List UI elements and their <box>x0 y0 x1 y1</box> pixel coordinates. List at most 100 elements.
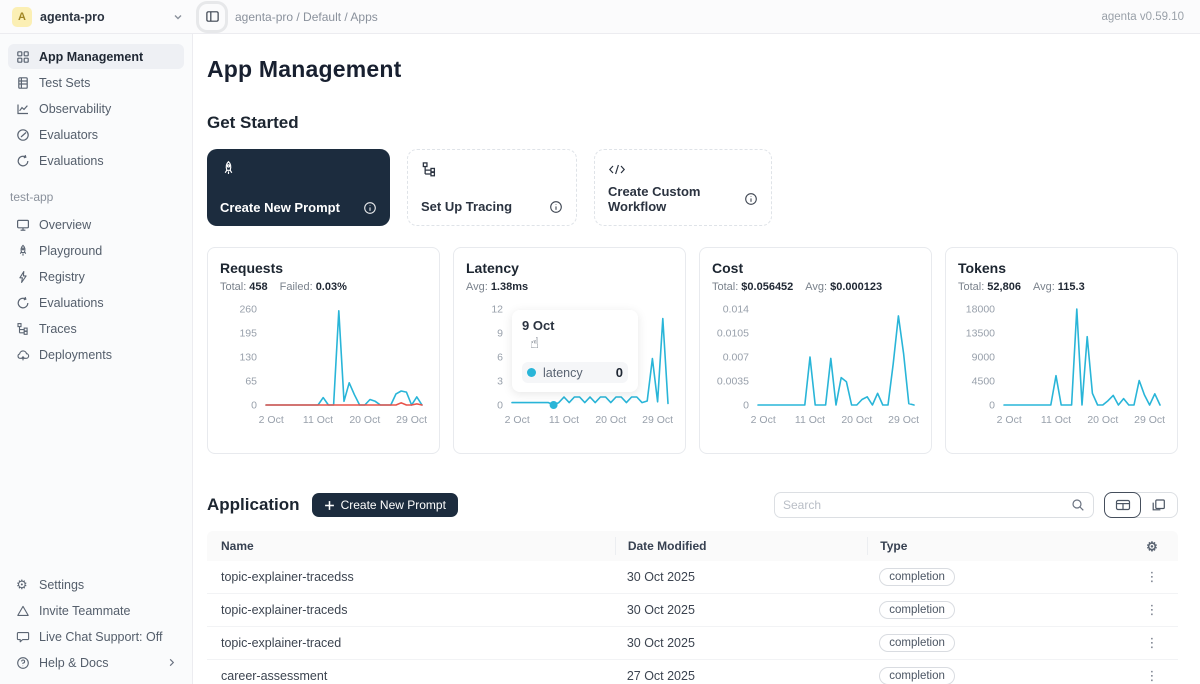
get-started-cards: Create New Prompt Set Up Tracing Create … <box>207 149 1178 226</box>
create-custom-workflow-card[interactable]: Create Custom Workflow <box>594 149 772 226</box>
svg-text:2 Oct: 2 Oct <box>751 414 776 426</box>
svg-text:11 Oct: 11 Oct <box>795 414 825 426</box>
row-menu-icon[interactable]: ⋮ <box>1145 668 1159 684</box>
sidebar-item-evaluations[interactable]: Evaluations <box>8 148 184 173</box>
sidebar-item-test-sets[interactable]: Test Sets <box>8 70 184 95</box>
info-icon[interactable] <box>549 200 563 214</box>
table-settings-gear-icon[interactable]: ⚙ <box>1146 538 1158 554</box>
svg-text:11 Oct: 11 Oct <box>303 414 333 426</box>
sidebar-item-registry[interactable]: Registry <box>8 264 184 289</box>
sidebar-item-label: Evaluators <box>39 127 99 142</box>
stat-total: Total: $0.056452 <box>712 281 794 293</box>
rocket-icon <box>16 244 30 258</box>
tokens-line-chart[interactable]: 0 4500 9000 13500 18000 2 Oct 11 Oct 20 Oct 29 O… <box>958 299 1167 437</box>
svg-text:20 Oct: 20 Oct <box>349 414 380 426</box>
sidebar-item-label: Live Chat Support: Off <box>39 629 163 644</box>
row-menu-icon[interactable]: ⋮ <box>1145 569 1159 585</box>
row-menu-icon[interactable]: ⋮ <box>1145 602 1159 618</box>
svg-text:13500: 13500 <box>966 328 995 340</box>
stat-total: Total: 458 <box>220 281 268 293</box>
hand-cursor-icon: ☝ <box>530 334 540 352</box>
row-menu-icon[interactable]: ⋮ <box>1145 635 1159 651</box>
search-input[interactable] <box>783 498 1071 512</box>
sidebar-item-observability[interactable]: Observability <box>8 96 184 121</box>
cost-line-chart[interactable]: 0 0.0035 0.007 0.0105 0.014 2 Oct 11 Oct 20 Oct… <box>712 299 921 437</box>
sidebar-item-label: Overview <box>39 217 92 232</box>
set-up-tracing-card[interactable]: Set Up Tracing <box>407 149 577 226</box>
table-icon <box>16 76 30 90</box>
svg-text:65: 65 <box>245 376 257 388</box>
sidebar-item-overview[interactable]: Overview <box>8 212 184 237</box>
grid-icon <box>16 50 30 64</box>
sidebar-item-label: Help & Docs <box>39 655 109 670</box>
stat-failed: Failed: 0.03% <box>279 281 347 293</box>
table-row[interactable]: topic-explainer-traced 30 Oct 2025 compl… <box>207 627 1178 660</box>
main-content: App Management Get Started Create New Pr… <box>193 34 1200 684</box>
latency-chart-card: Latency Avg: 1.38ms 0 3 6 9 12 2 Oct 11 Oct 20 O… <box>453 247 686 454</box>
type-badge: completion <box>879 601 955 619</box>
gauge-icon <box>16 128 30 142</box>
column-header-date-modified[interactable]: Date Modified <box>614 537 867 555</box>
metric-charts: Requests Total: 458 Failed: 0.03% 0 65 130 19… <box>207 247 1178 454</box>
chevron-right-icon <box>167 658 176 667</box>
line-chart-icon <box>16 102 30 116</box>
sidebar-item-evaluations-app[interactable]: Evaluations <box>8 290 184 315</box>
table-row[interactable]: career-assessment 27 Oct 2025 completion… <box>207 660 1178 684</box>
table-row[interactable]: topic-explainer-tracedss 30 Oct 2025 com… <box>207 561 1178 594</box>
type-badge: completion <box>879 634 955 652</box>
sidebar-item-app-management[interactable]: App Management <box>8 44 184 69</box>
card-label: Create New Prompt <box>220 200 340 215</box>
sidebar-toggle-button[interactable] <box>199 3 225 30</box>
chart-title: Requests <box>220 260 284 276</box>
svg-text:18000: 18000 <box>966 304 995 316</box>
latency-line-chart[interactable]: 0 3 6 9 12 2 Oct 11 Oct 20 Oct 29 Oct <box>466 299 675 437</box>
column-header-type[interactable]: Type <box>867 537 1126 555</box>
page-title: App Management <box>207 56 402 82</box>
column-header-name[interactable]: Name <box>221 539 254 553</box>
create-new-prompt-button[interactable]: Create New Prompt <box>311 493 458 517</box>
workspace-name: agenta-pro <box>40 9 105 24</box>
sidebar-item-label: Observability <box>39 101 112 116</box>
workspace-avatar: A <box>12 6 32 27</box>
sidebar-item-deployments[interactable]: Deployments <box>8 342 184 367</box>
workspace-selector[interactable]: A agenta-pro <box>0 6 193 27</box>
search-box <box>774 492 1094 518</box>
svg-text:29 Oct: 29 Oct <box>396 414 427 426</box>
info-icon[interactable] <box>744 192 758 206</box>
sidebar-item-traces[interactable]: Traces <box>8 316 184 341</box>
tokens-chart-card: Tokens Total: 52,806 Avg: 115.3 0 4500 9000 1… <box>945 247 1178 454</box>
sidebar-item-playground[interactable]: Playground <box>8 238 184 263</box>
bolt-icon <box>16 270 30 284</box>
svg-text:2 Oct: 2 Oct <box>505 414 530 426</box>
tooltip-value: 0 <box>615 365 623 380</box>
sidebar-item-help-docs[interactable]: Help & Docs <box>8 650 184 675</box>
info-icon[interactable] <box>363 201 377 215</box>
svg-text:11 Oct: 11 Oct <box>549 414 579 426</box>
search-icon[interactable] <box>1071 498 1085 512</box>
create-new-prompt-card[interactable]: Create New Prompt <box>207 149 390 226</box>
stat-avg: Avg: 115.3 <box>1032 281 1085 293</box>
requests-line-chart[interactable]: 0 65 130 195 260 2 Oct 11 Oct 20 Oct 29 Oct <box>220 299 429 437</box>
sidebar-item-live-chat[interactable]: Live Chat Support: Off <box>8 624 184 649</box>
svg-text:9: 9 <box>497 328 503 340</box>
app-name: topic-explainer-traced <box>221 636 342 650</box>
svg-text:260: 260 <box>239 304 257 316</box>
table-row[interactable]: topic-explainer-traceds 30 Oct 2025 comp… <box>207 594 1178 627</box>
breadcrumb[interactable]: agenta-pro / Default / Apps <box>235 9 378 24</box>
table-view-button[interactable] <box>1104 492 1141 518</box>
sidebar-item-label: Settings <box>39 577 85 592</box>
sidebar-item-settings[interactable]: ⚙ Settings <box>8 572 184 597</box>
sidebar-item-label: App Management <box>39 49 144 64</box>
svg-text:0.0035: 0.0035 <box>717 376 749 388</box>
svg-text:3: 3 <box>497 376 503 388</box>
sidebar-footer: ⚙ Settings Invite Teammate Live Chat Sup… <box>8 572 184 678</box>
requests-chart-card: Requests Total: 458 Failed: 0.03% 0 65 130 19… <box>207 247 440 454</box>
chart-title: Tokens <box>958 260 1006 276</box>
sidebar-item-evaluators[interactable]: Evaluators <box>8 122 184 147</box>
type-badge: completion <box>879 568 955 586</box>
svg-text:11 Oct: 11 Oct <box>1041 414 1071 426</box>
rocket-icon <box>220 160 377 177</box>
card-view-button[interactable] <box>1140 493 1177 517</box>
sidebar-item-invite-teammate[interactable]: Invite Teammate <box>8 598 184 623</box>
series-dot-icon <box>527 368 536 377</box>
